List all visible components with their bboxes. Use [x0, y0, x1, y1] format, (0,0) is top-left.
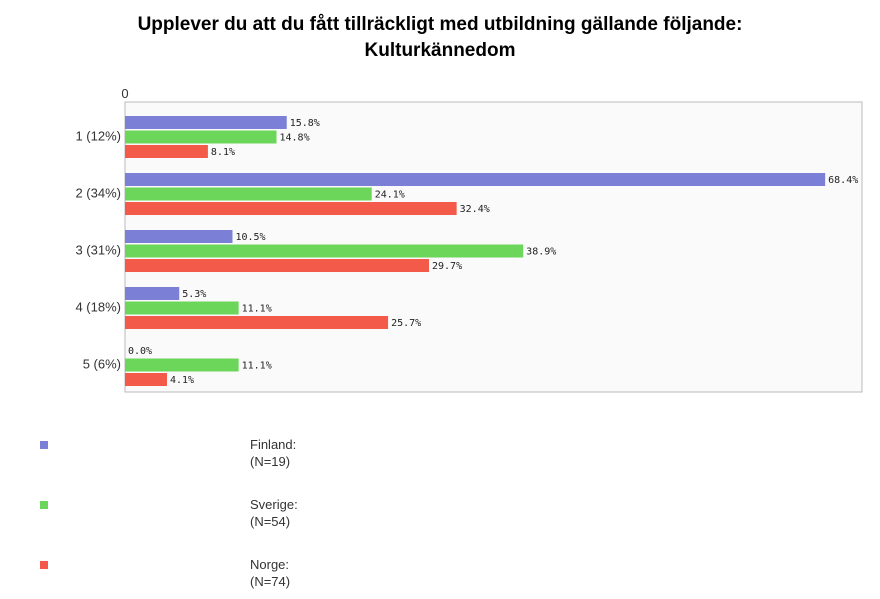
- data-label: 11.1%: [242, 361, 272, 372]
- data-label: 25.7%: [391, 318, 421, 329]
- bar: [125, 301, 239, 315]
- data-label: 29.7%: [432, 261, 462, 272]
- bar: [125, 145, 208, 158]
- category-label: 3 (31%): [75, 243, 121, 258]
- data-label: 0.0%: [128, 346, 152, 357]
- data-label: 24.1%: [375, 190, 405, 201]
- bar: [125, 187, 372, 201]
- bar: [125, 316, 389, 329]
- bar-chart: 0 1 (12%) 2 (34%) 3 (31%) 4 (18%) 5 (6%) 15.…: [75, 86, 863, 393]
- data-label: 5.3%: [182, 289, 206, 300]
- chart-title-line2: Kulturkännedom: [364, 40, 516, 61]
- chart-title: Upplever du att du fått tillräckligt med…: [40, 12, 840, 64]
- data-label: 32.4%: [460, 204, 490, 215]
- legend-label: Sverige: (N=54): [250, 496, 370, 530]
- legend-item: Finland: (N=19): [40, 436, 370, 476]
- data-label: 68.4%: [828, 175, 858, 186]
- x-axis-zero-label: 0: [121, 86, 128, 101]
- category-label: 4 (18%): [75, 300, 121, 315]
- data-label: 38.9%: [526, 247, 556, 258]
- bar: [125, 259, 430, 272]
- legend-series-name: Sverige:: [250, 497, 298, 512]
- legend-series-name: Norge:: [250, 557, 290, 572]
- bar: [125, 230, 233, 243]
- data-label: 10.5%: [235, 232, 265, 243]
- bar: [125, 358, 239, 372]
- bar: [125, 287, 180, 300]
- bar: [125, 173, 826, 186]
- category-label: 5 (6%): [83, 357, 121, 372]
- data-label: 4.1%: [170, 375, 194, 386]
- bar: [125, 202, 457, 215]
- legend-swatch: [40, 501, 48, 509]
- legend-series-name: Finland:: [250, 437, 297, 452]
- category-label: 1 (12%): [75, 129, 121, 144]
- legend-series-n: (N=74): [250, 574, 291, 589]
- data-label: 8.1%: [211, 147, 235, 158]
- legend-item: Sverige: (N=54): [40, 496, 370, 536]
- bars: 15.8% 14.8% 8.1% 68.4% 24.1% 32.4% 10.5% 38.9% 2…: [125, 116, 858, 386]
- bar: [125, 130, 277, 144]
- data-label: 15.8%: [290, 118, 320, 129]
- category-label: 2 (34%): [75, 186, 121, 201]
- legend-label: Norge: (N=74): [250, 556, 370, 590]
- bar: [125, 373, 167, 386]
- legend-item: Norge: (N=74): [40, 556, 370, 596]
- legend-series-n: (N=19): [250, 454, 291, 469]
- bar: [125, 244, 524, 258]
- legend-swatch: [40, 561, 48, 569]
- data-label: 14.8%: [279, 133, 309, 144]
- legend-series-n: (N=54): [250, 514, 291, 529]
- category-labels: 1 (12%) 2 (34%) 3 (31%) 4 (18%) 5 (6%): [75, 129, 121, 372]
- data-label: 11.1%: [242, 304, 272, 315]
- legend-swatch: [40, 441, 48, 449]
- chart-title-line1: Upplever du att du fått tillräckligt med…: [137, 14, 743, 35]
- legend-label: Finland: (N=19): [250, 436, 370, 470]
- bar: [125, 116, 287, 129]
